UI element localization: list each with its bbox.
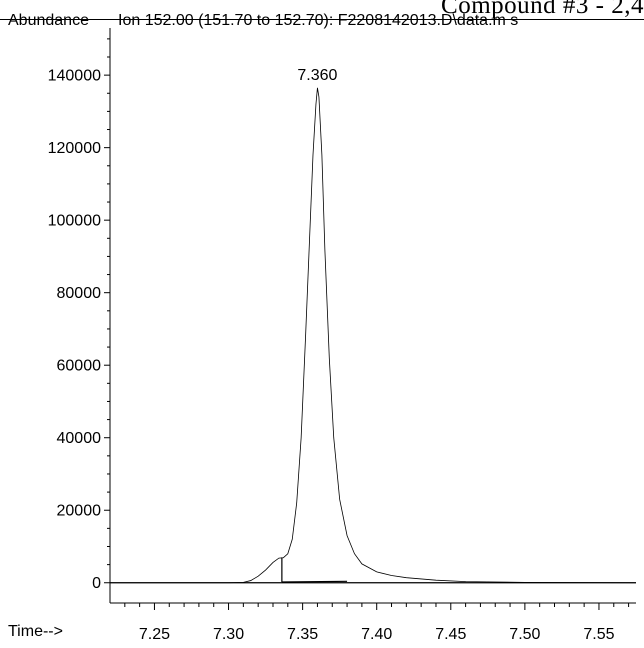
- y-tick-label: 60000: [57, 358, 102, 375]
- x-axis-label: Time-->: [8, 623, 63, 640]
- y-tick-label: 0: [92, 575, 101, 592]
- y-tick-label: 40000: [57, 430, 102, 447]
- x-tick-label: 7.50: [509, 626, 540, 643]
- x-tick-label: 7.25: [139, 626, 170, 643]
- x-tick-label: 7.40: [361, 626, 392, 643]
- peak-label: 7.360: [297, 67, 337, 84]
- compound-header-text: Compound #3 - 2,4: [441, 0, 644, 19]
- x-tick-label: 7.55: [583, 626, 614, 643]
- x-tick-label: 7.45: [435, 626, 466, 643]
- axes-layer: [104, 28, 636, 610]
- data-layer: [110, 87, 637, 584]
- top-frame-line: [0, 19, 644, 20]
- y-axis-label: Abundance: [8, 12, 89, 29]
- x-tick-label: 7.30: [213, 626, 244, 643]
- integration-baseline-mark: [281, 580, 348, 583]
- y-tick-label: 140000: [48, 68, 101, 85]
- chart-title: Ion 152.00 (151.70 to 152.70): F22081420…: [118, 12, 519, 29]
- label-layer: 0 20000 40000 60000 80000 100000 120000 140000 7…: [48, 67, 615, 643]
- y-tick-label: 100000: [48, 213, 101, 230]
- y-tick-label: 80000: [57, 285, 102, 302]
- chromatogram-trace: [110, 87, 637, 584]
- x-tick-label: 7.35: [287, 626, 318, 643]
- y-tick-label: 20000: [57, 503, 102, 520]
- y-tick-label: 120000: [48, 140, 101, 157]
